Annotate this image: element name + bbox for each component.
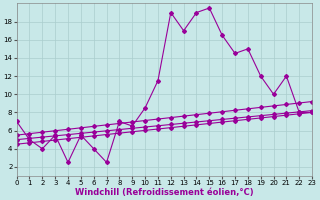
X-axis label: Windchill (Refroidissement éolien,°C): Windchill (Refroidissement éolien,°C)	[75, 188, 254, 197]
